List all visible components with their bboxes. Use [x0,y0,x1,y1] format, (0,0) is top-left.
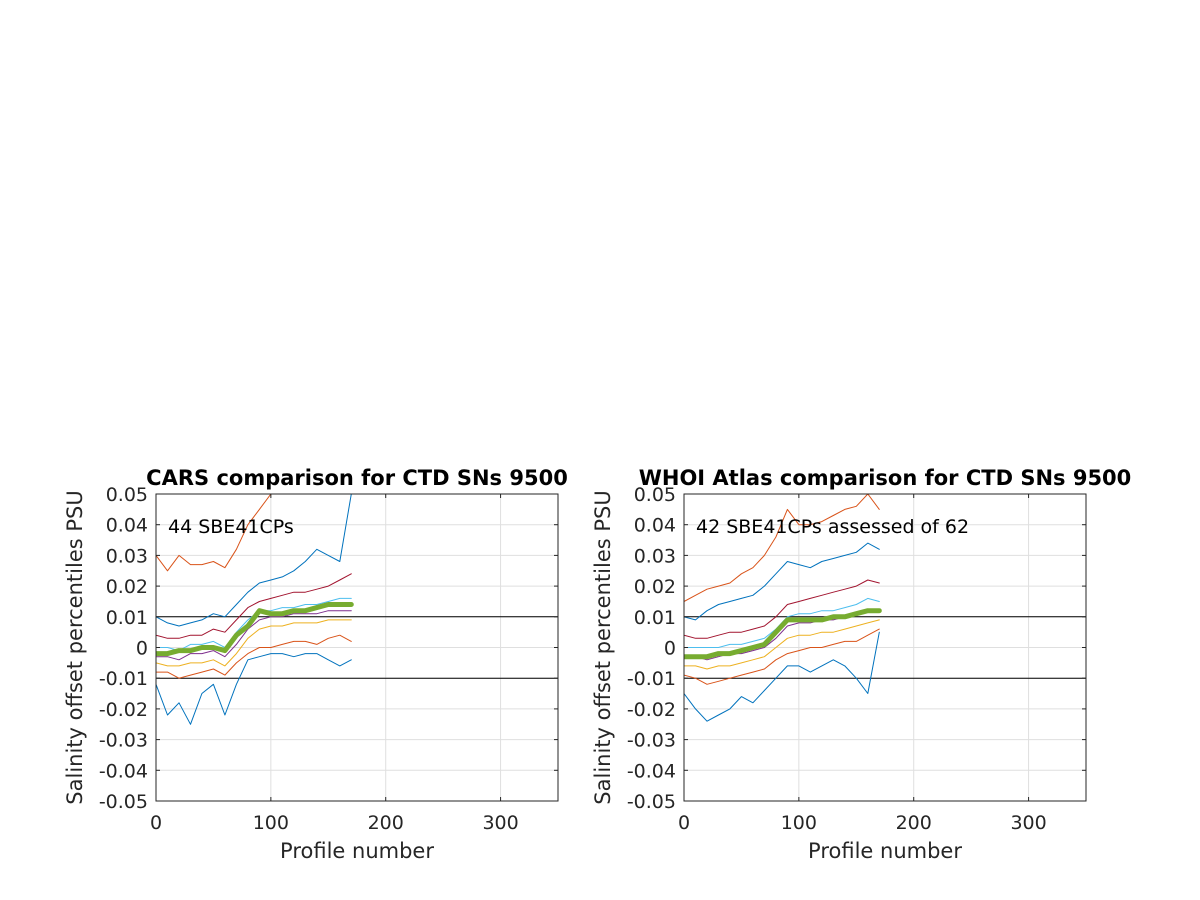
x-tick-label: 0 [678,812,690,834]
chart-panel-1: 0 100 200 300 -0.05 -0.04 -0.03 -0.02 -0.01 0 0.01… [63,466,568,863]
chart-title: WHOI Atlas comparison for CTD SNs 9500 [639,466,1132,490]
y-tick-label: 0 [136,638,148,660]
series-line-p99 [156,494,341,572]
annotation-text: 44 SBE41CPs [168,516,294,538]
y-tick-label: -0.05 [627,791,676,813]
x-tick-label: 200 [896,812,932,834]
y-tick-label: 0.02 [106,576,148,598]
annotation-text: 42 SBE41CPs assessed of 62 [696,516,969,538]
y-tick-label: 0.05 [106,484,148,506]
y-tick-label: -0.01 [99,668,148,690]
x-tick-label: 200 [368,812,404,834]
x-axis-label: Profile number [808,839,962,863]
y-tick-label: 0.03 [634,545,676,567]
series-line-mean [684,608,882,660]
series-line-p5 [684,631,880,722]
chart-panel-2: 0 100 200 300 -0.05 -0.04 -0.03 -0.02 -0.01 0 0.01… [591,466,1131,863]
series-line-p25 [684,619,880,670]
x-tick-label: 100 [253,812,289,834]
y-tick-label: -0.04 [627,760,676,782]
series-line-p5 [156,653,352,725]
series-line-p10 [684,628,880,685]
x-tick-label: 300 [1010,812,1046,834]
series-line-p50 [156,610,352,661]
series-line-p25 [156,619,352,667]
y-tick-label: 0.01 [106,607,148,629]
y-tick-label: 0.04 [634,515,676,537]
y-tick-label: -0.03 [627,730,676,752]
series-line-mean [156,602,354,657]
y-axis-label: Salinity offset percentiles PSU [63,490,87,804]
series-group [156,494,558,725]
x-tick-label: 100 [781,812,817,834]
series-line-p90 [156,573,352,639]
y-tick-label: -0.05 [99,791,148,813]
chart-title: CARS comparison for CTD SNs 9500 [146,466,568,490]
series-line-p10 [156,634,352,679]
y-tick-label: -0.04 [99,760,148,782]
series-line-p99 [684,494,880,602]
y-tick-label: 0.03 [106,545,148,567]
y-tick-label: 0.04 [106,515,148,537]
y-tick-label: 0.05 [634,484,676,506]
x-tick-label: 300 [482,812,518,834]
y-tick-label: 0.01 [634,607,676,629]
series-group [684,494,1086,722]
y-tick-label: 0.02 [634,576,676,598]
series-line-p90 [684,579,880,639]
y-tick-label: -0.03 [99,730,148,752]
x-tick-label: 0 [150,812,162,834]
y-tick-label: 0 [664,638,676,660]
x-axis-label: Profile number [280,839,434,863]
series-line-p95 [684,542,880,621]
y-tick-label: -0.01 [627,668,676,690]
y-tick-label: -0.02 [627,699,676,721]
series-line-p95 [156,494,352,627]
y-axis-label: Salinity offset percentiles PSU [591,490,615,804]
y-tick-label: -0.02 [99,699,148,721]
